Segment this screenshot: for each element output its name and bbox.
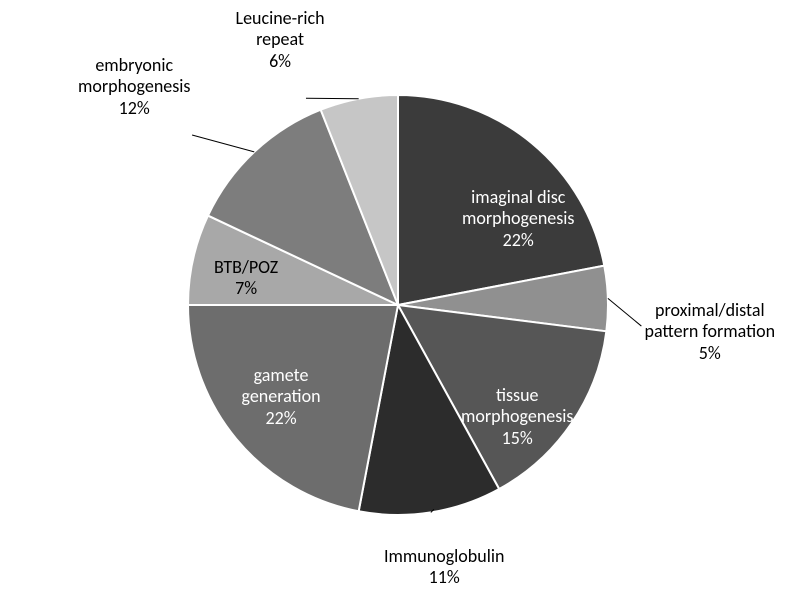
slice-label: Immunoglobulin 11% <box>384 546 504 589</box>
leader-line <box>608 298 641 326</box>
slice-label: imaginal disc morphogenesis 22% <box>462 187 574 252</box>
slice-label: tissue morphogenesis 15% <box>461 385 573 450</box>
leader-line <box>192 135 254 152</box>
slice-label: Leucine-rich repeat 6% <box>236 8 325 73</box>
slice-label: proximal/distal pattern formation 5% <box>645 300 776 365</box>
slice-label: gamete generation 22% <box>242 365 321 430</box>
slice-label: embryonic morphogenesis 12% <box>78 55 190 120</box>
pie-chart: imaginal disc morphogenesis 22% proximal/… <box>0 0 797 605</box>
slice-label: BTB/POZ 7% <box>214 257 278 300</box>
